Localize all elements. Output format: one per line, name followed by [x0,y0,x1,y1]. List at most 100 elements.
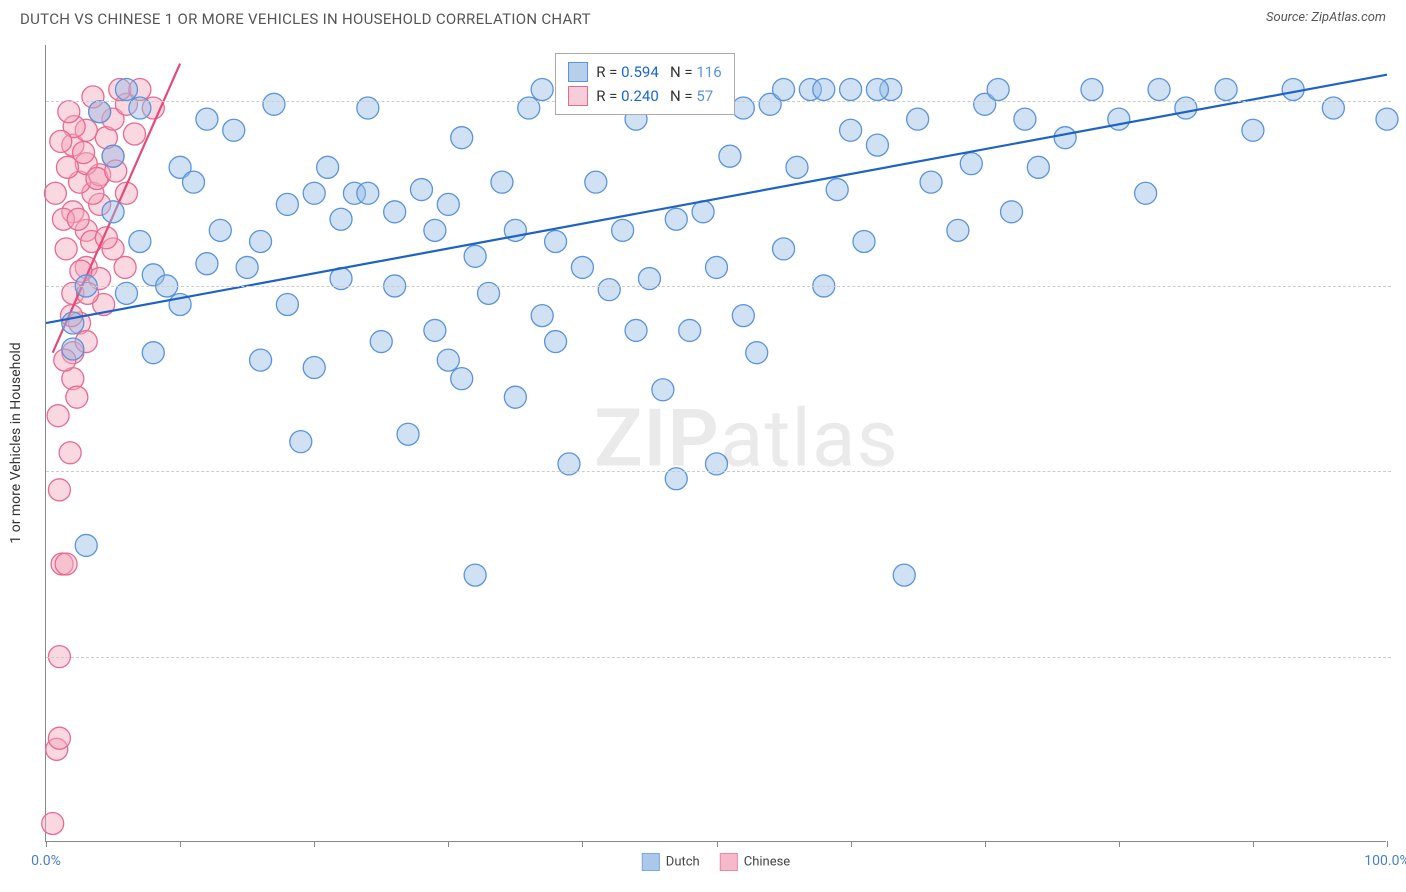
dutch-point [330,208,352,230]
dutch-point [75,534,97,556]
dutch-point [196,108,218,130]
dutch-point [706,256,728,278]
dutch-point [612,219,634,241]
dutch-point [1054,127,1076,149]
chinese-point [48,727,70,749]
dutch-point [250,349,272,371]
x-tick [1387,841,1388,847]
x-tick [851,841,852,847]
dutch-point [290,431,312,453]
dutch-point [1282,78,1304,100]
dutch-point [491,171,513,193]
dutch-point [813,78,835,100]
dutch-point [263,93,285,115]
chinese-point [114,256,136,278]
dutch-point [1242,119,1264,141]
dutch-point [276,193,298,215]
dutch-point [89,101,111,123]
dutch-point [665,208,687,230]
dutch-point [437,349,459,371]
dutch-point [625,319,647,341]
chinese-point [73,142,95,164]
dutch-point [1135,182,1157,204]
chart-title: DUTCH VS CHINESE 1 OR MORE VEHICLES IN H… [20,10,591,28]
legend-label: Chinese [744,854,790,869]
dutch-point [1081,78,1103,100]
dutch-point [209,219,231,241]
chinese-point [44,182,66,204]
chinese-point [55,553,77,575]
chinese-point [67,208,89,230]
dutch-point [384,201,406,223]
dutch-point [129,230,151,252]
chinese-point [50,130,72,152]
dutch-point [451,368,473,390]
grid-line [46,471,1391,472]
dutch-point [545,230,567,252]
legend-item-dutch: Dutch [642,853,700,871]
grid-line [46,286,1391,287]
dutch-point [893,564,915,586]
dutch-point [773,238,795,260]
legend-item-chinese: Chinese [720,853,790,871]
dutch-point [102,201,124,223]
dutch-point [679,319,701,341]
dutch-point [397,423,419,445]
stats-row: R = 0.240 N = 57 [568,84,721,108]
dutch-point [424,219,446,241]
dutch-point [866,78,888,100]
dutch-point [1027,156,1049,178]
x-tick [1253,841,1254,847]
legend: Dutch Chinese [642,853,790,871]
dutch-point [1215,78,1237,100]
dutch-point [451,127,473,149]
dutch-point [424,319,446,341]
dutch-point [531,78,553,100]
dutch-point [1376,108,1398,130]
chinese-point [58,101,80,123]
dutch-point [840,78,862,100]
dutch-point [504,386,526,408]
dutch-point [585,171,607,193]
dutch-point [1001,201,1023,223]
dutch-point [437,193,459,215]
dutch-point [786,156,808,178]
x-tick [582,841,583,847]
dutch-point [840,119,862,141]
dutch-point [907,108,929,130]
dutch-point [464,245,486,267]
dutch-point [303,182,325,204]
chinese-point [124,123,146,145]
dutch-point [317,156,339,178]
chinese-point [55,238,77,260]
dutch-point [692,201,714,223]
dutch-point [236,256,258,278]
dutch-point [531,305,553,327]
dutch-point [545,331,567,353]
dutch-point [102,145,124,167]
dutch-point [410,179,432,201]
dutch-point [115,78,137,100]
stats-text: R = 0.240 N = 57 [596,84,713,108]
chinese-point [47,405,69,427]
dutch-point [866,134,888,156]
stats-text: R = 0.594 N = 116 [596,60,721,84]
x-tick [717,841,718,847]
dutch-point [1014,108,1036,130]
y-tick-label: 100.0% [1396,93,1406,109]
chinese-point [59,442,81,464]
y-tick-label: 90.0% [1396,463,1406,479]
chinese-point [42,812,64,834]
dutch-point [142,342,164,364]
dutch-point [370,331,392,353]
dutch-point [303,357,325,379]
dutch-point [250,230,272,252]
x-tick [448,841,449,847]
chinese-point [48,479,70,501]
y-axis-label: 1 or more Vehicles in Household [8,342,24,543]
chart-area: 1 or more Vehicles in Household ZIPatlas… [45,45,1386,842]
legend-swatch-icon [642,853,660,871]
dutch-point [598,279,620,301]
dutch-point [719,145,741,167]
grid-line [46,657,1391,658]
